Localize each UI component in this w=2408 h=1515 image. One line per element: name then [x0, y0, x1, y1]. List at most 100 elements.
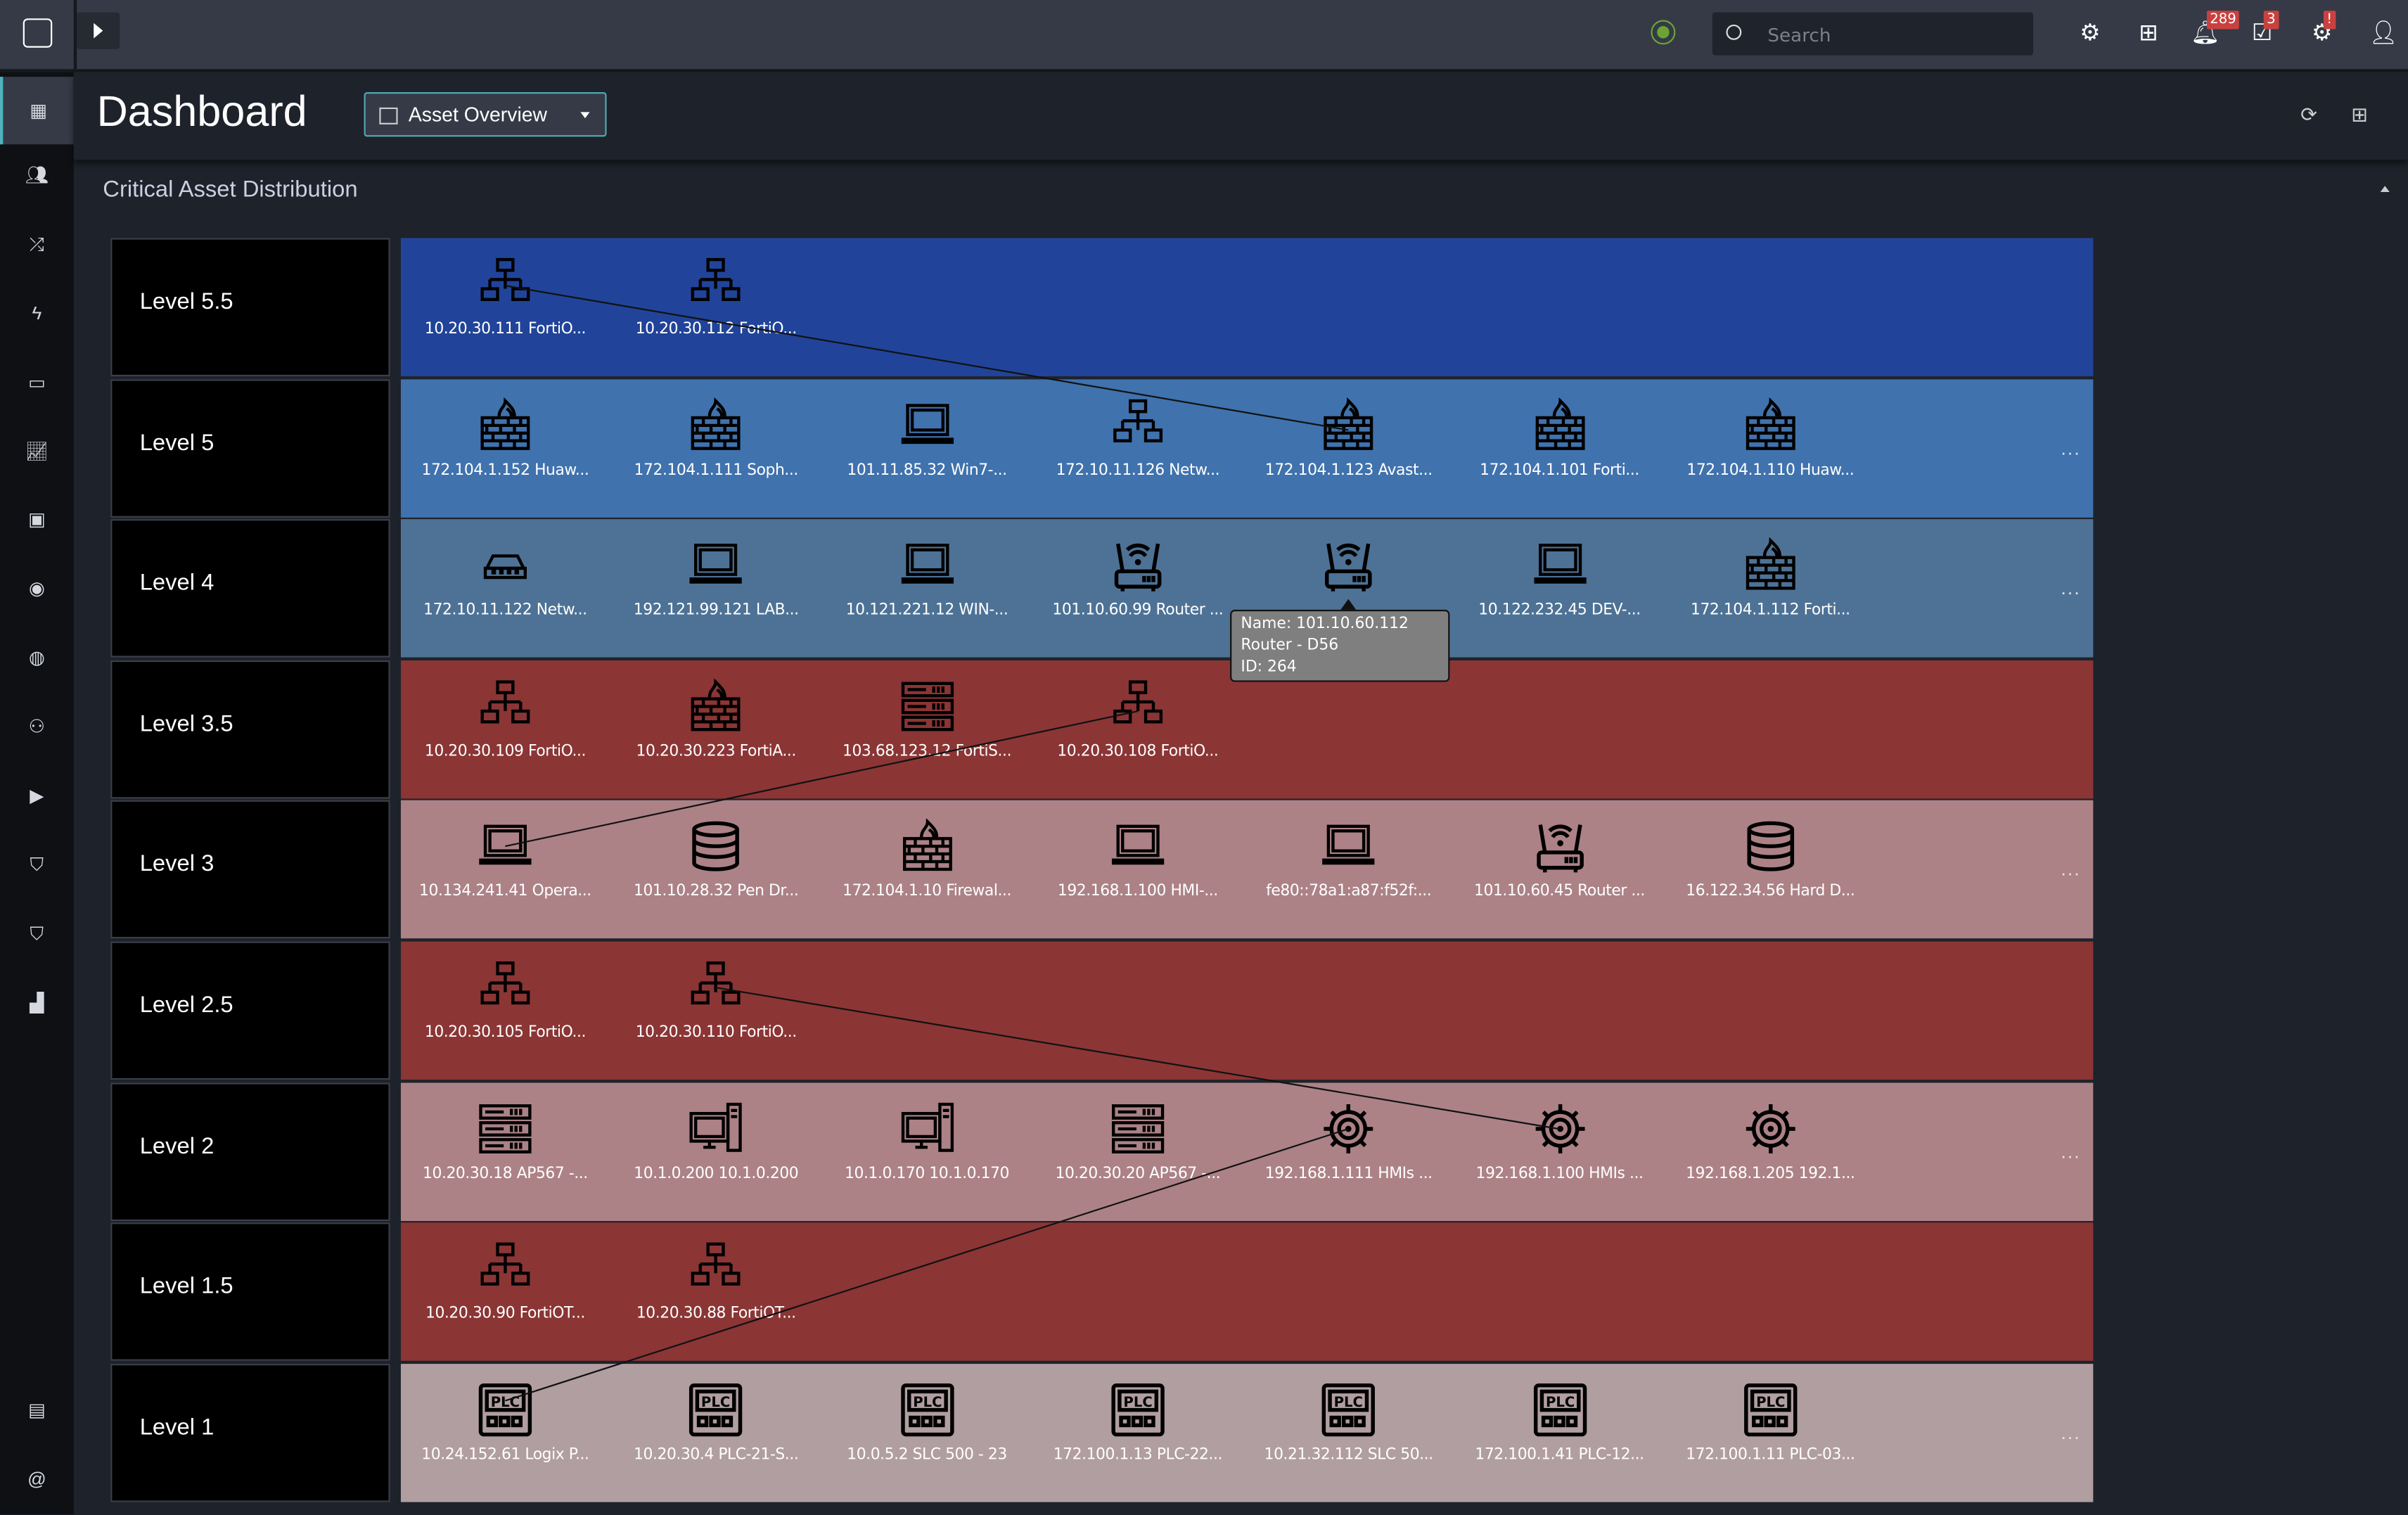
level-label-text: Level 5.5 — [139, 288, 233, 315]
people-icon[interactable]: ⚇ — [28, 715, 46, 738]
asset-node[interactable]: 10.121.221.12 WIN-... — [827, 519, 1027, 658]
asset-node[interactable]: 172.100.1.41 PLC-12... — [1460, 1364, 1660, 1502]
asset-node[interactable]: 10.20.30.18 AP567 -... — [405, 1082, 605, 1221]
laptop-icon — [1110, 819, 1166, 875]
search-box[interactable] — [1712, 12, 2034, 56]
notifications-bell-icon[interactable]: 🔔︎ 289 — [2190, 11, 2240, 49]
asset-node[interactable]: 172.100.1.11 PLC-03... — [1670, 1364, 1870, 1502]
asset-node[interactable]: 172.104.1.111 Soph... — [616, 378, 816, 517]
asset-node[interactable]: 10.20.30.88 FortiOT... — [616, 1223, 816, 1362]
asset-node[interactable]: 172.100.1.13 PLC-22... — [1038, 1364, 1238, 1502]
laptop-icon — [899, 397, 955, 453]
asset-node[interactable]: 10.0.5.2 SLC 500 - 23 — [827, 1364, 1027, 1502]
asset-node[interactable]: 172.104.1.112 Forti... — [1670, 519, 1870, 658]
network-icon — [478, 679, 533, 734]
shield-check-icon[interactable]: ⛉ — [30, 854, 44, 876]
asset-node[interactable]: 192.168.1.100 HMIs ... — [1460, 1082, 1660, 1221]
bar-chart-icon[interactable]: ▟ — [30, 992, 44, 1014]
asset-node[interactable]: 10.20.30.108 FortiO... — [1038, 660, 1238, 799]
collapse-section-icon[interactable] — [2380, 186, 2390, 192]
refresh-icon[interactable]: ⟳ — [2300, 103, 2317, 127]
asset-node[interactable]: 192.168.1.100 HMI-... — [1038, 801, 1238, 940]
asset-node[interactable]: 10.20.30.20 AP567 -... — [1038, 1082, 1238, 1221]
shield-target-icon[interactable]: ◉ — [28, 577, 45, 599]
switch-icon — [478, 538, 533, 594]
asset-node[interactable]: 10.20.30.111 FortiO... — [405, 238, 605, 376]
more-assets-button[interactable]: ... — [2061, 1140, 2081, 1163]
asset-node[interactable]: 172.104.1.110 Huaw... — [1670, 378, 1870, 517]
level-row: Level 5 172.104.1.152 Huaw... 172.104.1.11… — [110, 378, 2094, 518]
asset-node[interactable]: 10.24.152.61 Logix P... — [405, 1364, 605, 1502]
network-icon — [1110, 679, 1166, 734]
asset-node[interactable]: 10.20.30.105 FortiO... — [405, 942, 605, 1080]
briefcase-icon[interactable]: ▭ — [28, 371, 46, 394]
dropdown-label: Asset Overview — [408, 103, 548, 127]
tasks-clipboard-icon[interactable]: ☑ 3 — [2247, 11, 2279, 49]
edit-layout-icon[interactable]: ⊞ — [2351, 103, 2369, 127]
asset-node[interactable]: 10.1.0.200 10.1.0.200 — [616, 1082, 816, 1221]
asset-node[interactable]: 10.20.30.223 FortiA... — [616, 660, 816, 799]
asset-node[interactable]: 172.10.11.122 Netw... — [405, 519, 605, 658]
asset-node[interactable]: 10.122.232.45 DEV-... — [1460, 519, 1660, 658]
asset-node[interactable]: 10.21.32.112 SLC 50... — [1249, 1364, 1449, 1502]
asset-node[interactable]: 10.20.30.4 PLC-21-S... — [616, 1364, 816, 1502]
asset-node[interactable]: 192.168.1.205 192.1... — [1670, 1082, 1870, 1221]
app-logo[interactable] — [0, 0, 77, 70]
asset-node[interactable]: 172.104.1.10 Firewal... — [827, 801, 1027, 940]
plc-icon — [689, 1382, 744, 1438]
tasks-badge: 3 — [2263, 11, 2279, 30]
asset-level-grid: Level 5.5 10.20.30.111 FortiO... 10.20.30.… — [110, 238, 2094, 1505]
expand-sidebar-button[interactable] — [77, 12, 120, 49]
system-settings-icon[interactable]: ⚙! — [2307, 11, 2338, 49]
asset-node[interactable]: fe80::78a1:a87:f52f:... — [1249, 801, 1449, 940]
asset-node[interactable]: 16.122.34.56 Hard D... — [1670, 801, 1870, 940]
asset-node[interactable]: 10.134.241.41 Opera... — [405, 801, 605, 940]
shield-icon[interactable]: ⛉ — [30, 923, 44, 945]
user-profile-icon[interactable]: 👤︎ — [2369, 20, 2398, 46]
asset-node[interactable]: 172.104.1.152 Huaw... — [405, 378, 605, 517]
asset-node[interactable]: 10.20.30.112 FortiO... — [616, 238, 816, 376]
asset-node[interactable]: 101.11.85.32 Win7-... — [827, 378, 1027, 517]
bolt-icon[interactable]: ϟ — [32, 302, 42, 324]
hierarchy-icon[interactable]: ⊞ — [2139, 20, 2158, 46]
more-assets-button[interactable]: ... — [2061, 859, 2081, 881]
asset-tooltip: Name: 101.10.60.112 Router - D56 ID: 264 — [1230, 599, 1450, 682]
asset-node[interactable]: 172.104.1.123 Avast... — [1249, 378, 1449, 517]
level-assets: 10.24.152.61 Logix P... 10.20.30.4 PLC-21… — [400, 1363, 2094, 1502]
asset-node[interactable]: 101.10.28.32 Pen Dr... — [616, 801, 816, 940]
asset-node[interactable]: 103.68.123.12 FortiS... — [827, 660, 1027, 799]
more-assets-button[interactable]: ... — [2061, 577, 2081, 600]
laptop-icon — [478, 819, 533, 875]
at-icon[interactable]: @ — [27, 1468, 46, 1490]
shuffle-icon[interactable]: ⤮ — [29, 233, 44, 255]
users-group-icon[interactable]: 👥︎ — [25, 164, 49, 186]
more-assets-button[interactable]: ... — [2061, 1421, 2081, 1444]
asset-label: 172.104.1.10 Firewal... — [843, 883, 1011, 901]
clipboard-icon[interactable]: ▤ — [28, 1399, 46, 1421]
asset-label: 172.104.1.111 Soph... — [634, 461, 799, 479]
asset-node[interactable]: 192.168.1.111 HMIs ... — [1249, 1082, 1449, 1221]
network-icon — [478, 257, 533, 312]
connection-status-icon[interactable] — [1651, 20, 1676, 45]
chart-line-icon[interactable]: 📈︎ — [25, 440, 49, 463]
asset-label: 101.10.28.32 Pen Dr... — [634, 883, 799, 901]
search-input[interactable] — [1765, 20, 2017, 51]
globe-icon[interactable]: ◍ — [28, 646, 45, 668]
asset-node[interactable]: 192.121.99.121 LAB... — [616, 519, 816, 658]
network-icon — [478, 1241, 533, 1297]
play-icon[interactable]: ▶ — [30, 784, 44, 807]
dashboard-icon[interactable]: ▦ — [0, 77, 74, 145]
search-icon — [1726, 24, 1742, 40]
asset-node[interactable]: 10.20.30.109 FortiO... — [405, 660, 605, 799]
asset-node[interactable]: 10.20.30.110 FortiO... — [616, 942, 816, 1080]
apps-icon[interactable]: ▣ — [28, 508, 46, 530]
asset-node[interactable]: 101.10.60.99 Router ... — [1038, 519, 1238, 658]
asset-node[interactable]: 10.20.30.90 FortiOT... — [405, 1223, 605, 1362]
asset-node[interactable]: 172.10.11.126 Netw... — [1038, 378, 1238, 517]
settings-gear-icon[interactable]: ⚙ — [2080, 20, 2101, 46]
dashboard-selector-dropdown[interactable]: Asset Overview — [364, 92, 607, 137]
asset-node[interactable]: 172.104.1.101 Forti... — [1460, 378, 1660, 517]
asset-node[interactable]: 10.1.0.170 10.1.0.170 — [827, 1082, 1027, 1221]
more-assets-button[interactable]: ... — [2061, 437, 2081, 459]
asset-node[interactable]: 101.10.60.45 Router ... — [1460, 801, 1660, 940]
